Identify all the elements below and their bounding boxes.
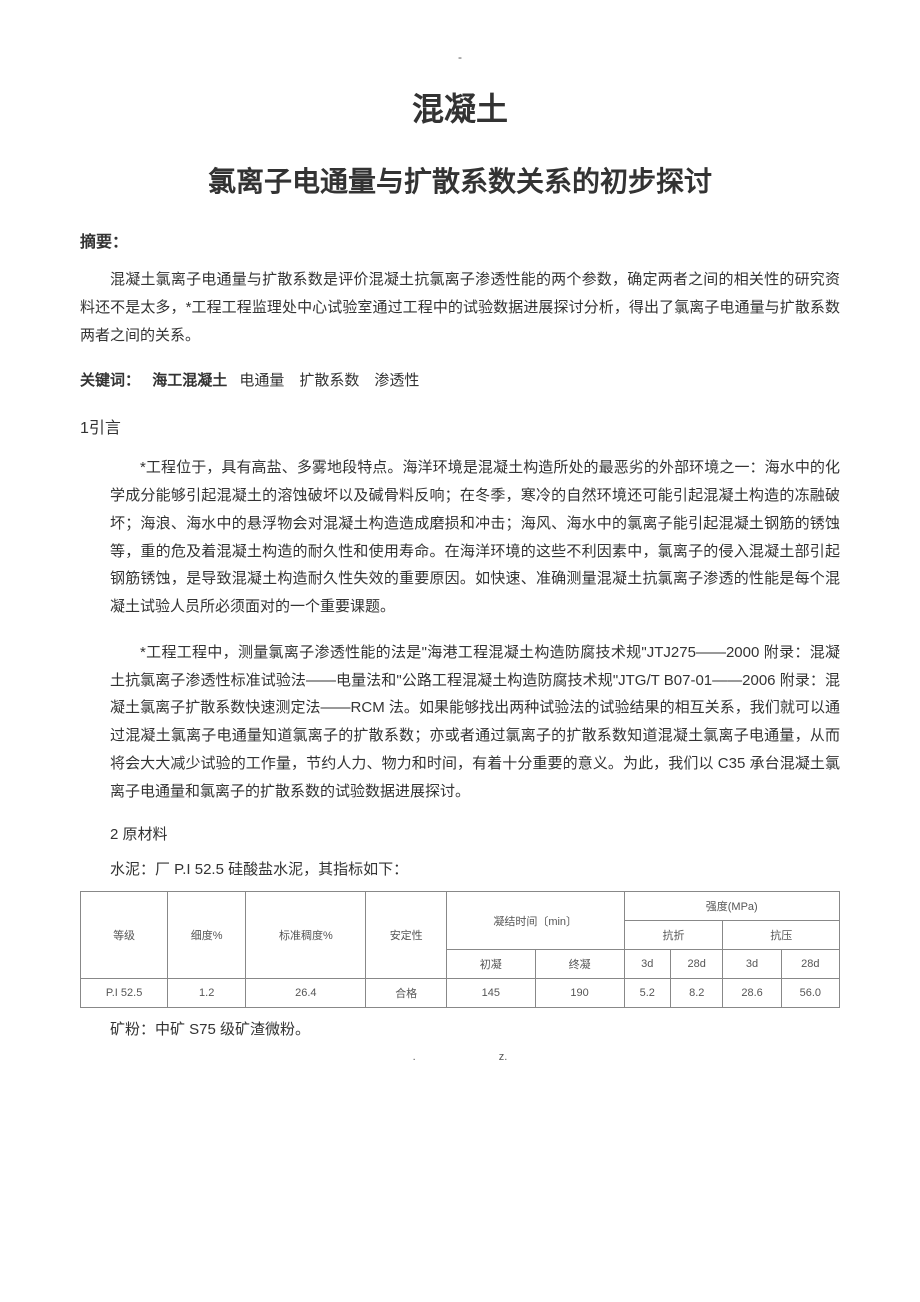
- td-grade: P.I 52.5: [81, 979, 168, 1008]
- abstract-text: 混凝土氯离子电通量与扩散系数是评价混凝土抗氯离子渗透性能的两个参数，确定两者之间…: [80, 266, 840, 349]
- section1-para1: *工程位于，具有高盐、多雾地段特点。海洋环境是混凝土构造所处的最恶劣的外部环境之…: [110, 454, 840, 621]
- th-fineness: 细度%: [168, 892, 246, 979]
- table-row: P.I 52.5 1.2 26.4 合格 145 190 5.2 8.2 28.…: [81, 979, 840, 1008]
- section1-heading: 1引言: [80, 414, 840, 438]
- slag-line: 矿粉：中矿 S75 级矿渣微粉。: [110, 1018, 840, 1039]
- section2-heading: 2 原材料: [110, 823, 840, 844]
- th-consistency: 标准稠度%: [246, 892, 366, 979]
- td-initial: 145: [446, 979, 535, 1008]
- footer-dot: .: [413, 1051, 416, 1063]
- th-setting: 凝结时间〔min〕: [446, 892, 624, 950]
- doc-title-line1: 混凝土: [80, 84, 840, 130]
- th-comp3: 3d: [723, 950, 781, 979]
- doc-title-line2: 氯离子电通量与扩散系数关系的初步探讨: [80, 160, 840, 200]
- footer-z: z.: [499, 1051, 508, 1063]
- table-row: 等级 细度% 标准稠度% 安定性 凝结时间〔min〕 强度(MPa): [81, 892, 840, 921]
- th-flex: 抗折: [624, 921, 723, 950]
- th-comp: 抗压: [723, 921, 840, 950]
- section1-para2: *工程工程中，测量氯离子渗透性能的法是"海港工程混凝土构造防腐技术规"JTJ27…: [110, 639, 840, 806]
- keywords-label: 关键词：: [80, 372, 140, 389]
- td-final: 190: [535, 979, 624, 1008]
- cement-intro-line: 水泥：厂 P.I 52.5 硅酸盐水泥，其指标如下：: [110, 858, 840, 879]
- td-comp28: 56.0: [781, 979, 839, 1008]
- td-flex28: 8.2: [671, 979, 723, 1008]
- abstract-label: 摘要：: [80, 228, 840, 252]
- keywords-line: 关键词： 海工混凝土 电通量 扩散系数 渗透性: [80, 369, 840, 390]
- td-consistency: 26.4: [246, 979, 366, 1008]
- page-footer: . z.: [80, 1051, 840, 1063]
- td-soundness: 合格: [366, 979, 446, 1008]
- top-dash-mark: -: [80, 50, 840, 64]
- th-comp28: 28d: [781, 950, 839, 979]
- td-flex3: 5.2: [624, 979, 671, 1008]
- keywords-rest: 电通量 扩散系数 渗透性: [239, 372, 419, 389]
- keywords-first: 海工混凝土: [152, 372, 227, 389]
- cement-spec-table: 等级 细度% 标准稠度% 安定性 凝结时间〔min〕 强度(MPa) 抗折 抗压…: [80, 891, 840, 1008]
- section1-body: *工程位于，具有高盐、多雾地段特点。海洋环境是混凝土构造所处的最恶劣的外部环境之…: [80, 454, 840, 805]
- th-final: 终凝: [535, 950, 624, 979]
- th-grade: 等级: [81, 892, 168, 979]
- th-soundness: 安定性: [366, 892, 446, 979]
- td-comp3: 28.6: [723, 979, 781, 1008]
- td-fineness: 1.2: [168, 979, 246, 1008]
- th-initial: 初凝: [446, 950, 535, 979]
- th-strength: 强度(MPa): [624, 892, 840, 921]
- th-flex28: 28d: [671, 950, 723, 979]
- th-flex3: 3d: [624, 950, 671, 979]
